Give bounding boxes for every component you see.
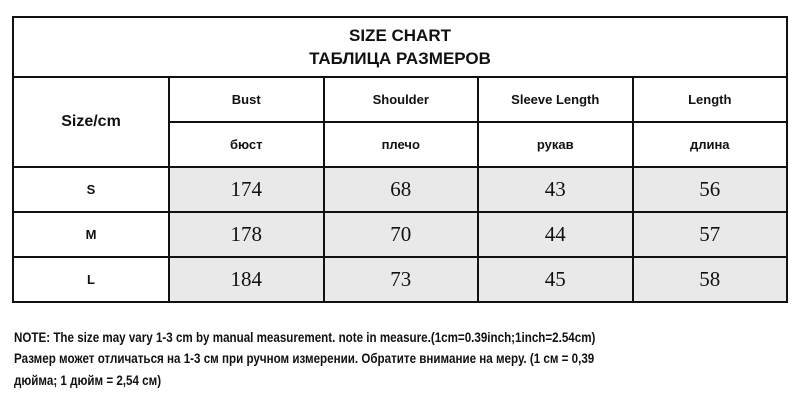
size-label: M xyxy=(12,211,170,258)
size-label: S xyxy=(12,166,170,213)
shoulder-value: 73 xyxy=(322,256,479,303)
size-header: Size/cm xyxy=(12,76,170,168)
column-header-sleeve-ru: рукав xyxy=(477,121,634,168)
size-chart-table: SIZE CHART ТАБЛИЦА РАЗМЕРОВ Size/cm Bust… xyxy=(12,16,788,303)
bust-value: 174 xyxy=(168,166,325,213)
note-line-en: NOTE: The size may vary 1-3 cm by manual… xyxy=(14,330,596,345)
bust-value: 184 xyxy=(168,256,325,303)
column-header-bust-ru: бюст xyxy=(168,121,325,168)
chart-title: SIZE CHART ТАБЛИЦА РАЗМЕРОВ xyxy=(12,16,788,78)
length-value: 58 xyxy=(631,256,788,303)
table-row: S 174 68 43 56 xyxy=(12,166,788,213)
note-line-ru-cont: дюйма; 1 дюйм = 2,54 см) xyxy=(14,373,162,388)
shoulder-value: 68 xyxy=(322,166,479,213)
sleeve-value: 44 xyxy=(477,211,634,258)
column-header-length: Length xyxy=(631,76,788,123)
sleeve-value: 43 xyxy=(477,166,634,213)
bust-value: 178 xyxy=(168,211,325,258)
column-header-shoulder: Shoulder xyxy=(322,76,479,123)
note-line-ru: Размер может отличаться на 1-3 см при ру… xyxy=(14,351,595,366)
column-header-shoulder-ru: плечо xyxy=(322,121,479,168)
table-row: M 178 70 44 57 xyxy=(12,211,788,258)
title-ru: ТАБЛИЦА РАЗМЕРОВ xyxy=(309,49,491,68)
length-value: 56 xyxy=(631,166,788,213)
size-label: L xyxy=(12,256,170,303)
sleeve-value: 45 xyxy=(477,256,634,303)
column-header-bust: Bust xyxy=(168,76,325,123)
table-row: L 184 73 45 58 xyxy=(12,256,788,303)
shoulder-value: 70 xyxy=(322,211,479,258)
column-header-length-ru: длина xyxy=(631,121,788,168)
length-value: 57 xyxy=(631,211,788,258)
column-header-sleeve: Sleeve Length xyxy=(477,76,634,123)
title-en: SIZE CHART xyxy=(349,26,451,45)
